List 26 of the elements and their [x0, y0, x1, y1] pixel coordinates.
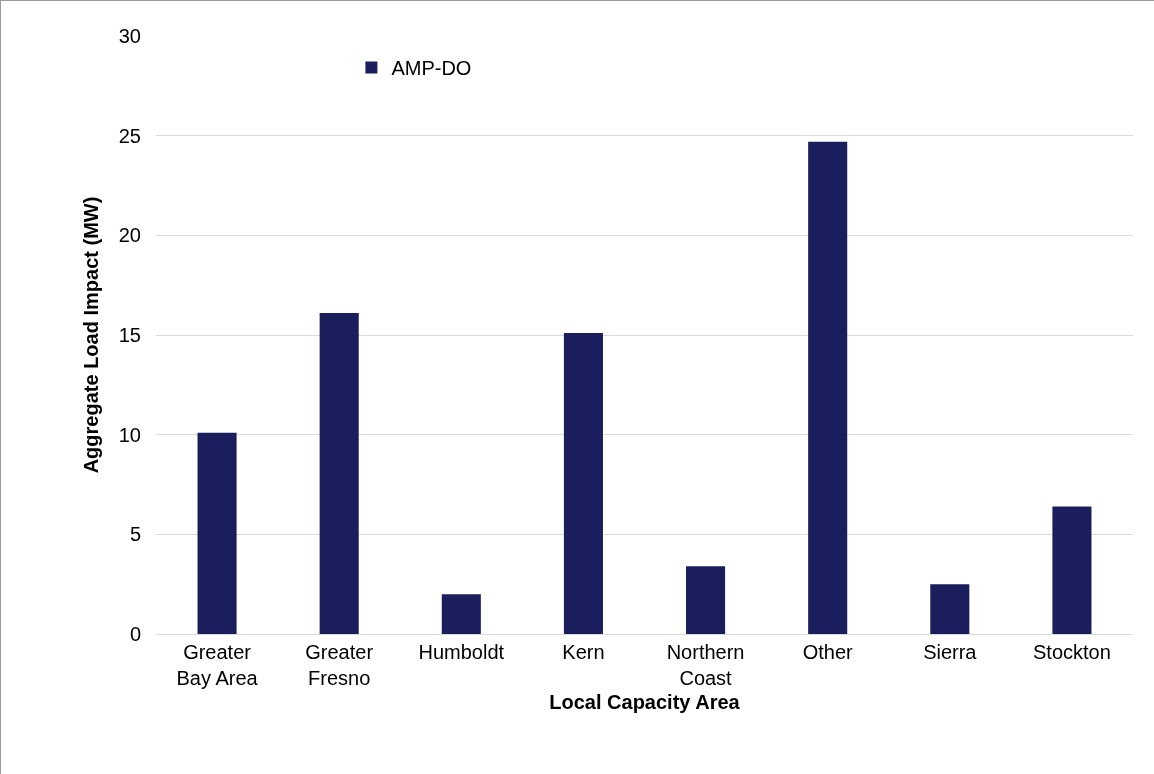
y-tick-label: 20 — [118, 224, 141, 247]
x-tick-label: Other — [802, 641, 854, 663]
bar — [441, 594, 481, 634]
y-tick-label: 0 — [129, 623, 141, 645]
bar — [808, 141, 848, 634]
bar — [197, 432, 237, 634]
x-tick-label: Sierra — [923, 641, 978, 663]
x-tick-label: Greater Bay Area — [176, 641, 259, 689]
y-axis-title: Aggregate Load Impact (MW) — [80, 196, 103, 474]
y-tick-label: 30 — [118, 25, 141, 47]
y-tick-label: 15 — [118, 324, 141, 346]
legend-label: AMP-DO — [391, 57, 472, 80]
bar — [1052, 506, 1092, 634]
bar — [563, 333, 603, 634]
x-tick-label: Stockton — [1033, 641, 1111, 663]
x-tick-label: Northern Coast — [666, 641, 745, 689]
y-tick-label: 25 — [118, 124, 141, 147]
y-tick-label: 10 — [118, 423, 141, 446]
bar — [930, 584, 970, 634]
y-tick-label: 5 — [129, 523, 141, 546]
x-tick-label: Kern — [562, 641, 605, 663]
bar — [319, 313, 359, 634]
x-tick-label: Greater Fresno — [305, 641, 374, 689]
x-axis-title: Local Capacity Area — [549, 690, 741, 713]
x-tick-label: Humboldt — [418, 641, 505, 663]
bar — [686, 566, 726, 634]
